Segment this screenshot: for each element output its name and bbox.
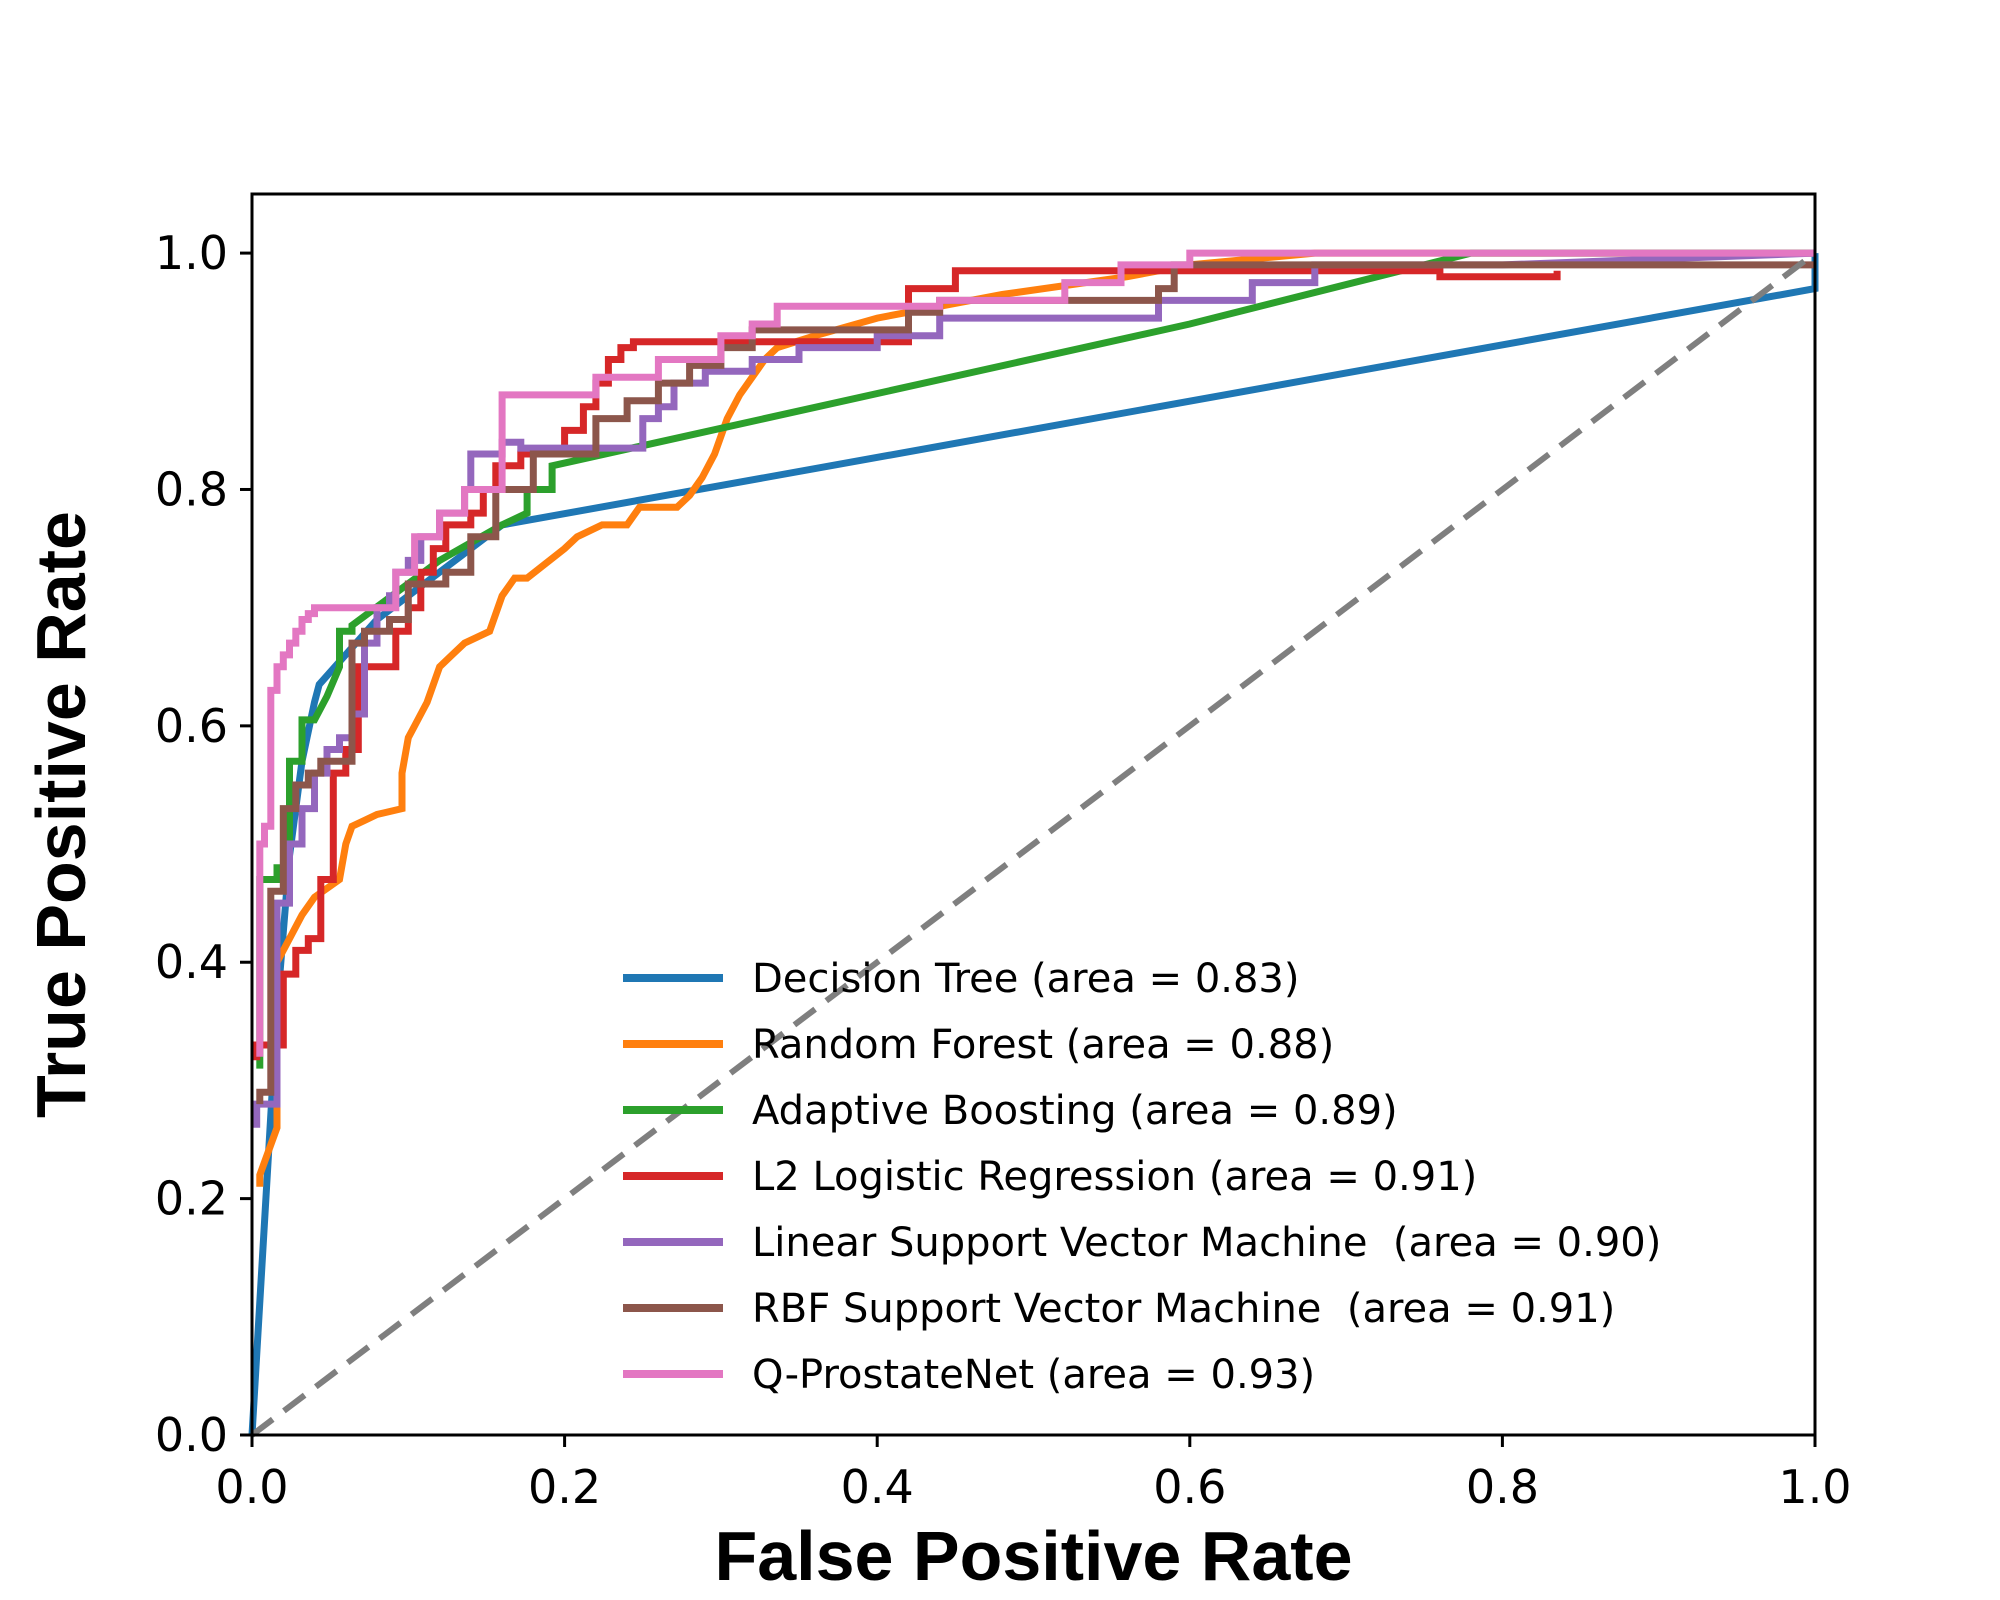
y-tick-label: 0.6 xyxy=(155,699,228,753)
y-tick-label: 0.8 xyxy=(155,462,228,516)
legend-label-4: L2 Logistic Regression (area = 0.91) xyxy=(752,1154,1477,1200)
plot-curves xyxy=(248,249,1819,1438)
legend-label-1: Decision Tree (area = 0.83) xyxy=(752,956,1299,1002)
legend: Decision Tree (area = 0.83) Random Forest… xyxy=(623,956,1661,1398)
plot-frame xyxy=(250,192,1817,1437)
legend-label-3: Adaptive Boosting (area = 0.89) xyxy=(752,1088,1398,1134)
legend-label-7: Q-ProstateNet (area = 0.93) xyxy=(752,1352,1315,1398)
legend-label-2: Random Forest (area = 0.88) xyxy=(752,1022,1334,1068)
x-tick-label: 0.4 xyxy=(841,1460,914,1514)
series-line-4 xyxy=(252,267,1561,1061)
y-tick-label: 0.0 xyxy=(155,1408,228,1462)
series-line-7 xyxy=(256,249,1815,1057)
chance-diagonal-line xyxy=(250,250,1817,1438)
x-axis-label: False Positive Rate xyxy=(714,1517,1352,1595)
y-tick-label: 0.2 xyxy=(155,1172,228,1226)
x-tick-label: 1.0 xyxy=(1778,1460,1851,1514)
y-tick-label: 0.4 xyxy=(155,935,228,989)
x-tick-label: 0.0 xyxy=(215,1460,288,1514)
series-line-6 xyxy=(256,261,1815,1105)
y-axis-label: True Positive Rate xyxy=(22,511,100,1118)
legend-label-5: Linear Support Vector Machine (area = 0.… xyxy=(752,1220,1661,1266)
axis-ticks: 0.0 0.2 0.4 0.6 0.8 1.0 0.0 0.2 0.4 0.6 0.8 1.0 xyxy=(155,226,1852,1514)
x-tick-label: 0.6 xyxy=(1153,1460,1226,1514)
y-tick-label: 1.0 xyxy=(155,226,228,280)
legend-label-6: RBF Support Vector Machine (area = 0.91) xyxy=(752,1286,1615,1332)
x-tick-label: 0.2 xyxy=(528,1460,601,1514)
x-tick-label: 0.8 xyxy=(1466,1460,1539,1514)
